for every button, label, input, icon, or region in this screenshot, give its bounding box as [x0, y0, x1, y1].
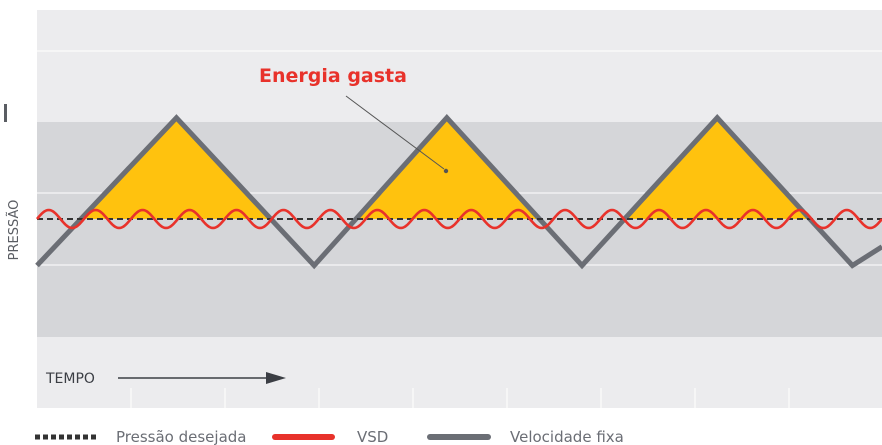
- series-line-vsd: [36, 208, 882, 230]
- series-lines: [35, 114, 882, 270]
- annotation-marker-dot: [443, 168, 449, 174]
- y-axis-label: PRESSÃO: [6, 200, 22, 261]
- y-axis-marker: [4, 104, 7, 122]
- x-axis-arrow-head: [266, 372, 286, 384]
- legend-label-1: VSD: [357, 428, 388, 445]
- band-bottom: [37, 337, 882, 408]
- band-top: [37, 10, 882, 122]
- axes-group: PRESSÃO TEMPO: [4, 104, 286, 387]
- legend-label-2: Velocidade fixa: [510, 428, 624, 445]
- annotation-leader-line: [345, 95, 445, 170]
- energy-fill-triangle: [355, 117, 540, 219]
- energy-fill-triangle: [624, 117, 810, 219]
- legend: Pressão desejada VSD Velocidade fixa: [35, 428, 624, 445]
- annotation-group: Energia gasta: [259, 65, 449, 174]
- energy-fill-triangle: [80, 117, 271, 219]
- energy-fill-area: [80, 117, 810, 219]
- annotation-energia-gasta: Energia gasta: [259, 65, 407, 87]
- x-axis-label: TEMPO: [45, 371, 95, 387]
- series-line-velocidade-fixa: [35, 114, 882, 270]
- legend-label-0: Pressão desejada: [116, 428, 246, 445]
